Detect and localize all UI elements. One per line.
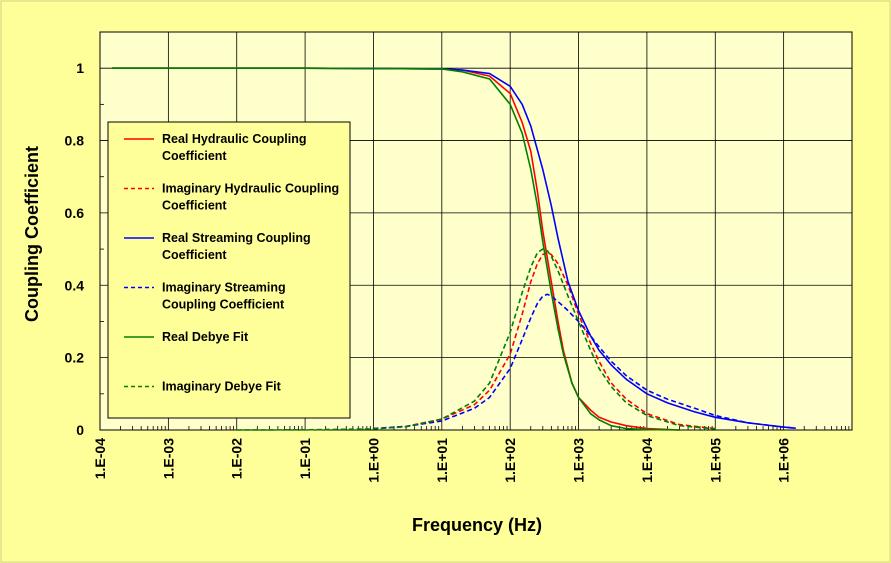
- legend-label: Imaginary Hydraulic Coupling Coefficient: [162, 182, 339, 213]
- x-tick-labels: 1.E-04 1.E-03 1.E-02 1.E-01 1.E+00 1.E+01 1.E+…: [92, 438, 792, 483]
- y-tick-labels: 0 0.2 0.4 0.6 0.8 1: [65, 60, 85, 438]
- x-tick-label: 1.E-03: [160, 438, 176, 479]
- series-line-6: [236, 248, 716, 431]
- y-tick-label: 1: [76, 60, 84, 76]
- y-tick-label: 0.2: [65, 350, 85, 366]
- x-tick-label: 1.E+04: [639, 438, 655, 483]
- x-tick-label: 1.E+01: [434, 438, 450, 483]
- x-tick-label: 1.E+03: [571, 438, 587, 483]
- y-tick-label: 0.8: [65, 133, 85, 149]
- series-line-2: [373, 251, 716, 430]
- grid-lines: [100, 32, 852, 430]
- legend-label: Imaginary Streaming Coupling Coefficient: [162, 281, 286, 312]
- legend-box: [107, 121, 351, 419]
- legend-label: Real Debye Fit: [162, 330, 249, 344]
- legend-label: Real Streaming Coupling Coefficient: [162, 231, 311, 262]
- series-lines: [112, 67, 796, 431]
- x-tick-label: 1.E+05: [707, 438, 723, 483]
- x-tick-label: 1.E-02: [229, 438, 245, 479]
- series-line-5: [112, 67, 680, 431]
- series-line-4: [373, 293, 796, 430]
- series-line-3: [112, 67, 796, 429]
- x-axis-title: Frequency (Hz): [412, 515, 542, 535]
- x-tick-label: 1.E-04: [92, 438, 108, 479]
- y-tick-label: 0.6: [65, 205, 85, 221]
- x-tick-label: 1.E+00: [365, 438, 381, 483]
- legend-label: Real Hydraulic Coupling Coefficient: [162, 132, 306, 163]
- y-axis-title: Coupling Coefficient: [22, 146, 42, 322]
- x-tick-label: 1.E+06: [776, 438, 792, 483]
- y-tick-label: 0: [76, 422, 84, 438]
- legend-label: Imaginary Debye Fit: [162, 380, 282, 394]
- y-tick-label: 0.4: [65, 277, 85, 293]
- x-tick-label: 1.E+02: [502, 438, 518, 483]
- x-tick-label: 1.E-01: [297, 438, 313, 479]
- legend: Real Hydraulic Coupling Coefficient Imagin…: [107, 121, 351, 419]
